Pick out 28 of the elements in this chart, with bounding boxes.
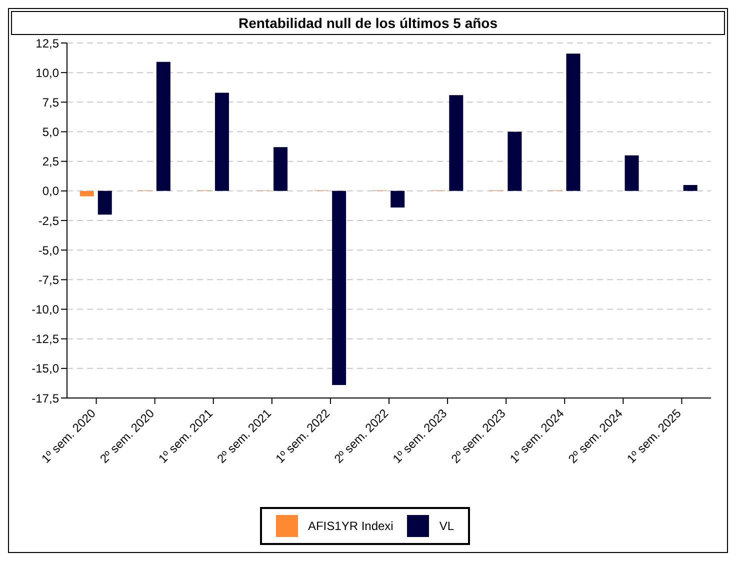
bar	[508, 132, 522, 191]
bar	[683, 185, 698, 191]
bar	[80, 190, 94, 196]
bar	[390, 190, 405, 208]
legend-label: VL	[439, 519, 454, 533]
y-tick-label: 10,0	[36, 66, 60, 80]
y-tick-label: 2,5	[42, 154, 60, 169]
bar	[332, 190, 346, 385]
y-tick-label: -15,0	[32, 362, 60, 376]
bar	[624, 155, 639, 191]
bar	[98, 190, 112, 215]
bar	[449, 95, 464, 191]
y-tick-label: 7,5	[42, 95, 60, 110]
legend-label: AFIS1YR Indexi	[308, 519, 394, 533]
y-tick-label: -7,5	[38, 272, 60, 287]
y-tick-label: 5,0	[42, 125, 60, 140]
y-tick-label: 12,5	[36, 36, 60, 50]
y-tick-label: -2,5	[38, 214, 60, 228]
y-tick-label: -12,5	[32, 332, 60, 346]
y-tick-label: -5,0	[38, 243, 60, 258]
y-tick-label: -17,5	[32, 391, 60, 406]
bar	[156, 62, 170, 191]
y-tick-label: -10,0	[32, 302, 60, 317]
chart-title: Rentabilidad null de los últimos 5 años	[11, 11, 725, 35]
y-tick-label: 0,0	[42, 184, 60, 198]
bar	[566, 54, 580, 191]
bar	[274, 147, 288, 191]
bar	[214, 92, 229, 191]
